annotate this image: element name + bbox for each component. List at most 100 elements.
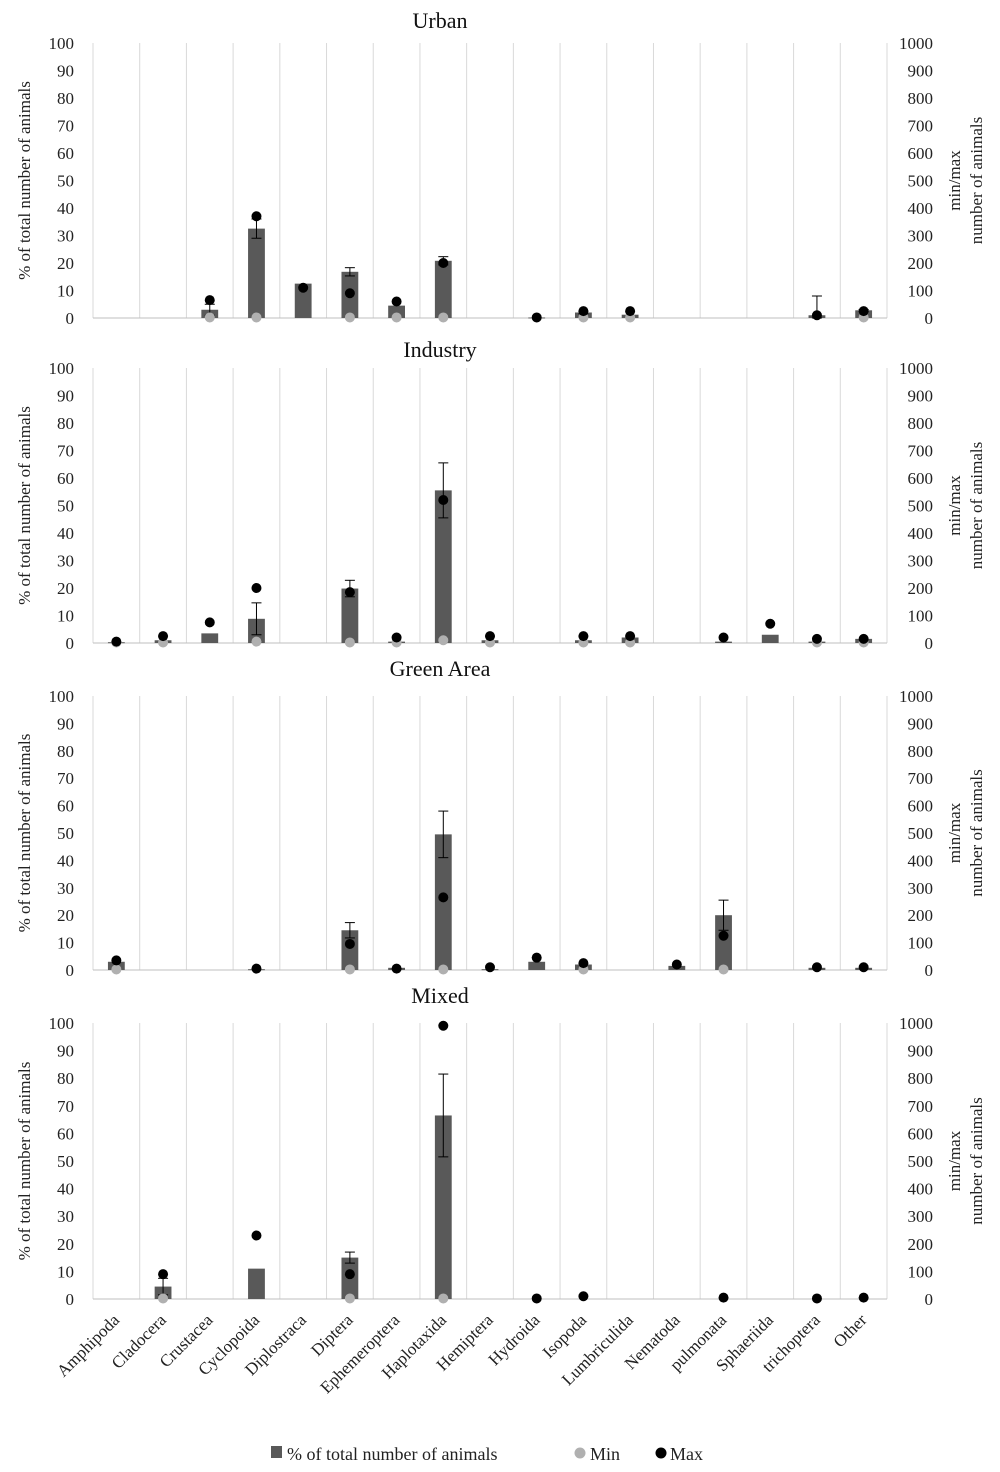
chart-panel-industry: Industry01020304050607080901000100200300… [15, 337, 986, 653]
y2-tick-label: 0 [925, 961, 934, 980]
y2-tick-label: 500 [908, 172, 934, 191]
bar [434, 1115, 452, 1299]
min-marker [438, 635, 449, 646]
y2-tick-label: 300 [908, 227, 934, 246]
y-tick-label: 0 [66, 634, 75, 653]
max-marker [204, 617, 215, 628]
y2-tick-label: 600 [908, 144, 934, 163]
min-marker [344, 312, 355, 323]
bar [294, 283, 312, 318]
y2-axis-label-line2: number of animals [967, 1097, 986, 1224]
y2-axis-label-line2: number of animals [967, 117, 986, 244]
y-tick-label: 40 [57, 199, 74, 218]
y2-axis-label-line1: min/max [945, 802, 964, 863]
y-tick-label: 50 [57, 1152, 74, 1171]
y-tick-label: 70 [57, 769, 74, 788]
min-marker [111, 964, 122, 975]
y-tick-label: 50 [57, 172, 74, 191]
max-marker [858, 962, 869, 973]
min-marker [344, 637, 355, 648]
y-tick-label: 10 [57, 934, 74, 953]
legend: % of total number of animals Min Max [271, 1444, 703, 1464]
legend-max-label: Max [670, 1444, 703, 1464]
max-marker [671, 959, 682, 970]
y-axis-label: % of total number of animals [15, 1062, 34, 1261]
y2-axis-label-line1: min/max [945, 475, 964, 536]
max-marker [344, 938, 355, 949]
y2-tick-label: 800 [908, 742, 934, 761]
chart-title: Mixed [411, 983, 468, 1008]
y-tick-label: 60 [57, 469, 74, 488]
y2-tick-label: 700 [908, 442, 934, 461]
max-marker [531, 312, 542, 323]
bar [528, 961, 546, 970]
y-tick-label: 80 [57, 414, 74, 433]
y-tick-label: 50 [57, 824, 74, 843]
y-tick-label: 90 [57, 62, 74, 81]
max-marker [858, 1292, 869, 1303]
y2-tick-label: 900 [908, 62, 934, 81]
y2-tick-label: 400 [908, 1180, 934, 1199]
max-marker [485, 631, 495, 642]
y2-tick-label: 500 [908, 497, 934, 516]
y-tick-label: 30 [57, 879, 74, 898]
y-tick-label: 60 [57, 797, 74, 816]
y2-tick-label: 400 [908, 524, 934, 543]
y2-tick-label: 100 [908, 934, 934, 953]
y-tick-label: 80 [57, 89, 74, 108]
y-tick-label: 10 [57, 607, 74, 626]
max-marker [485, 962, 495, 973]
y2-tick-label: 0 [925, 309, 934, 328]
max-marker [578, 1291, 589, 1302]
y-tick-label: 30 [57, 552, 74, 571]
max-marker [811, 962, 822, 973]
max-marker [438, 1020, 449, 1031]
y2-tick-label: 100 [908, 282, 934, 301]
chart-title: Urban [413, 8, 468, 33]
y-tick-label: 50 [57, 497, 74, 516]
chart-title: Industry [403, 337, 476, 362]
bar [341, 588, 359, 643]
max-marker [578, 306, 589, 317]
y2-axis-label-line1: min/max [945, 1130, 964, 1191]
bar [761, 634, 779, 643]
max-marker [438, 258, 449, 268]
y-tick-label: 10 [57, 282, 74, 301]
y-tick-label: 40 [57, 1180, 74, 1199]
y-tick-label: 90 [57, 714, 74, 733]
y2-tick-label: 1000 [899, 1014, 933, 1033]
y2-tick-label: 600 [908, 1124, 934, 1143]
y-tick-label: 30 [57, 1207, 74, 1226]
max-marker [251, 963, 262, 974]
bar [434, 260, 452, 318]
chart-panel-mixed: Mixed01020304050607080901000100200300400… [15, 983, 986, 1309]
chart-title: Green Area [390, 656, 491, 681]
y2-tick-label: 100 [908, 607, 934, 626]
y-tick-label: 100 [49, 687, 75, 706]
max-marker [251, 1230, 262, 1241]
legend-min-label: Min [590, 1444, 620, 1464]
min-marker [438, 1293, 449, 1304]
y-tick-label: 30 [57, 227, 74, 246]
y-tick-label: 0 [66, 961, 75, 980]
legend-max-marker [655, 1447, 667, 1459]
max-marker [858, 633, 869, 644]
max-marker [391, 296, 402, 307]
min-marker [204, 312, 215, 323]
y-tick-label: 20 [57, 254, 74, 273]
chart-panel-green-area: Green Area010203040506070809010001002003… [15, 656, 986, 980]
y2-tick-label: 0 [925, 1290, 934, 1309]
y-tick-label: 20 [57, 1235, 74, 1254]
bar [715, 915, 732, 970]
y2-tick-label: 1000 [899, 687, 933, 706]
y-axis-label: % of total number of animals [15, 406, 34, 605]
y2-tick-label: 1000 [899, 34, 933, 53]
y-tick-label: 20 [57, 579, 74, 598]
category-axis-labels: AmphipodaCladoceraCrustaceaCyclopoidaDip… [53, 1310, 871, 1397]
y-tick-label: 40 [57, 524, 74, 543]
y2-tick-label: 600 [908, 469, 934, 488]
y-tick-label: 100 [49, 34, 75, 53]
y2-tick-label: 500 [908, 1152, 934, 1171]
min-marker [718, 964, 729, 975]
